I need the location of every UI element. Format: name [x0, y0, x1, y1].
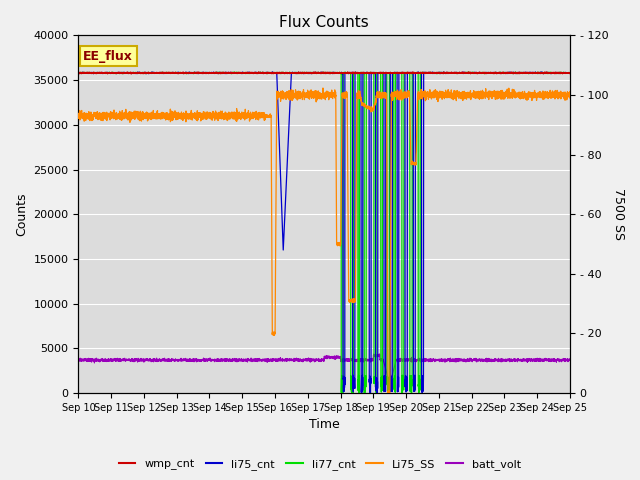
li77_cnt: [262, 70, 270, 76]
li75_cnt: [369, 70, 377, 76]
li77_cnt: [394, 71, 402, 76]
X-axis label: Time: Time: [309, 419, 340, 432]
batt_volt: [442, 359, 449, 364]
Legend: wmp_cnt, li75_cnt, li77_cnt, Li75_SS, batt_volt: wmp_cnt, li75_cnt, li77_cnt, Li75_SS, ba…: [115, 455, 525, 474]
batt_volt: [376, 351, 383, 357]
wmp_cnt: [262, 70, 270, 76]
Li75_SS: [566, 89, 574, 95]
Line: wmp_cnt: wmp_cnt: [79, 72, 570, 74]
batt_volt: [75, 357, 83, 363]
li75_cnt: [164, 70, 172, 76]
Li75_SS: [479, 94, 486, 99]
Y-axis label: Counts: Counts: [15, 192, 28, 236]
Line: li75_cnt: li75_cnt: [79, 72, 570, 393]
li75_cnt: [262, 70, 270, 76]
wmp_cnt: [75, 71, 83, 77]
li77_cnt: [369, 70, 377, 75]
Line: li77_cnt: li77_cnt: [79, 72, 570, 393]
li75_cnt: [75, 70, 83, 76]
li75_cnt: [394, 381, 402, 387]
wmp_cnt: [75, 70, 83, 76]
li77_cnt: [479, 70, 486, 76]
Li75_SS: [385, 391, 392, 397]
Li75_SS: [75, 114, 83, 120]
batt_volt: [369, 356, 377, 362]
Title: Flux Counts: Flux Counts: [279, 15, 369, 30]
batt_volt: [386, 381, 394, 387]
wmp_cnt: [394, 71, 402, 76]
li77_cnt: [75, 70, 83, 75]
Li75_SS: [369, 106, 377, 111]
Li75_SS: [394, 93, 402, 99]
wmp_cnt: [369, 70, 377, 76]
li75_cnt: [566, 71, 574, 76]
wmp_cnt: [566, 70, 574, 76]
batt_volt: [479, 358, 486, 364]
batt_volt: [164, 357, 172, 363]
Y-axis label: 7500 SS: 7500 SS: [612, 188, 625, 240]
Line: Li75_SS: Li75_SS: [79, 88, 570, 394]
Li75_SS: [164, 111, 172, 117]
wmp_cnt: [164, 70, 172, 76]
li77_cnt: [442, 70, 449, 76]
li75_cnt: [479, 70, 486, 76]
li77_cnt: [338, 390, 346, 396]
Line: batt_volt: batt_volt: [79, 354, 570, 384]
li75_cnt: [373, 390, 381, 396]
Li75_SS: [319, 85, 327, 91]
li75_cnt: [442, 70, 449, 76]
batt_volt: [566, 357, 574, 362]
wmp_cnt: [295, 69, 303, 75]
Li75_SS: [262, 112, 270, 118]
wmp_cnt: [479, 70, 486, 76]
li77_cnt: [230, 69, 238, 75]
wmp_cnt: [442, 70, 449, 75]
Text: EE_flux: EE_flux: [83, 49, 133, 63]
batt_volt: [262, 357, 270, 362]
batt_volt: [394, 358, 402, 363]
li75_cnt: [245, 69, 253, 75]
li77_cnt: [566, 70, 574, 76]
li77_cnt: [164, 71, 172, 76]
Li75_SS: [442, 93, 449, 99]
